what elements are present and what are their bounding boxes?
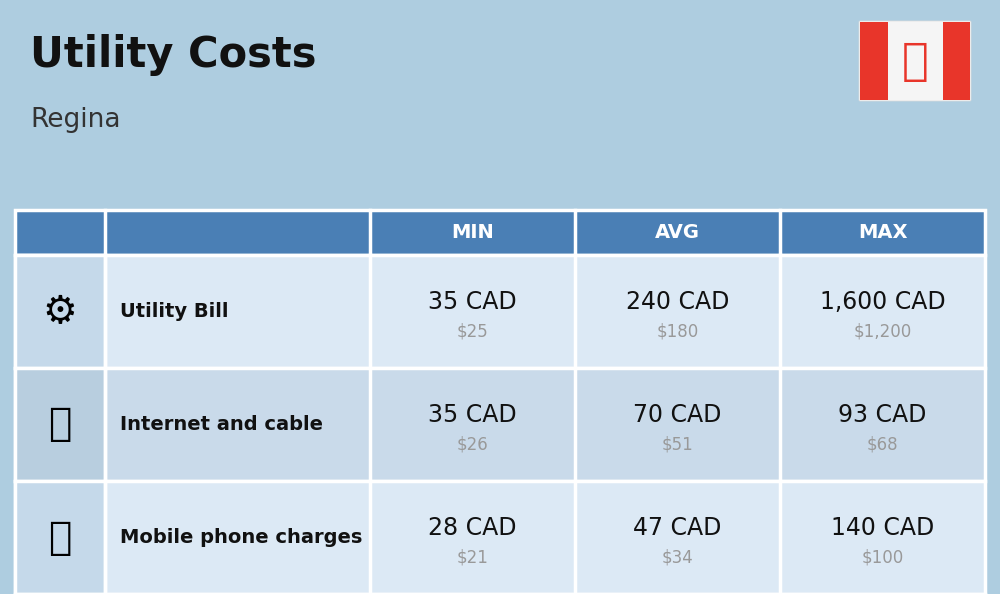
- Text: Utility Costs: Utility Costs: [30, 34, 316, 76]
- Text: 47 CAD: 47 CAD: [633, 516, 722, 541]
- Text: 📡: 📡: [48, 406, 72, 444]
- Text: MAX: MAX: [858, 223, 907, 242]
- Bar: [15, 368, 105, 481]
- Bar: [15, 210, 985, 255]
- Bar: [15, 481, 985, 594]
- Text: $21: $21: [457, 549, 488, 567]
- Text: $1,200: $1,200: [853, 323, 912, 341]
- Text: 28 CAD: 28 CAD: [428, 516, 517, 541]
- Text: ⚙: ⚙: [43, 292, 77, 330]
- Text: $26: $26: [457, 436, 488, 454]
- Text: 📱: 📱: [48, 519, 72, 557]
- Bar: [15, 368, 985, 481]
- Text: $34: $34: [662, 549, 693, 567]
- Text: Mobile phone charges: Mobile phone charges: [120, 528, 362, 547]
- Text: Utility Bill: Utility Bill: [120, 302, 228, 321]
- Bar: [860, 22, 888, 100]
- Text: $68: $68: [867, 436, 898, 454]
- FancyBboxPatch shape: [859, 21, 971, 101]
- Bar: [15, 255, 105, 368]
- Text: Regina: Regina: [30, 107, 120, 133]
- Text: $25: $25: [457, 323, 488, 341]
- Text: Internet and cable: Internet and cable: [120, 415, 323, 434]
- Text: $51: $51: [662, 436, 693, 454]
- Text: $180: $180: [656, 323, 699, 341]
- Text: AVG: AVG: [655, 223, 700, 242]
- Text: 1,600 CAD: 1,600 CAD: [820, 290, 945, 314]
- Text: 70 CAD: 70 CAD: [633, 403, 722, 428]
- Text: 35 CAD: 35 CAD: [428, 403, 517, 428]
- Bar: [15, 255, 985, 368]
- Text: 🍁: 🍁: [902, 39, 928, 83]
- Text: MIN: MIN: [451, 223, 494, 242]
- Bar: [942, 22, 970, 100]
- Text: 140 CAD: 140 CAD: [831, 516, 934, 541]
- Text: 240 CAD: 240 CAD: [626, 290, 729, 314]
- Text: $100: $100: [861, 549, 904, 567]
- Text: 93 CAD: 93 CAD: [838, 403, 927, 428]
- Text: 35 CAD: 35 CAD: [428, 290, 517, 314]
- Bar: [15, 481, 105, 594]
